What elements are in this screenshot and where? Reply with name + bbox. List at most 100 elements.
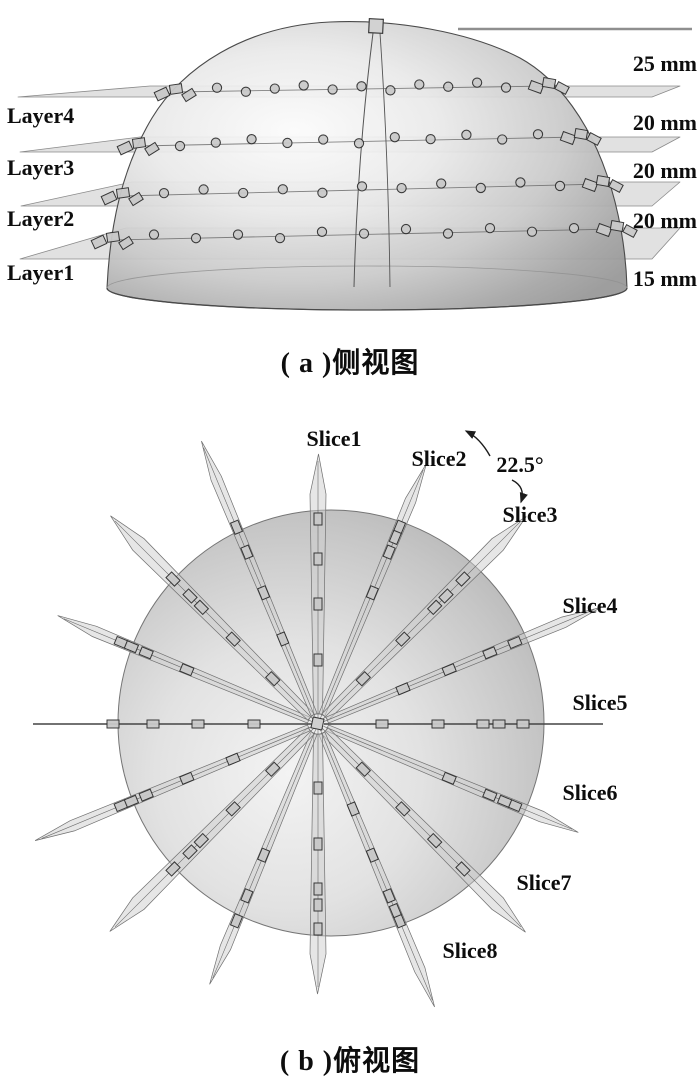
distance-label-20mm-c: 20 mm — [633, 208, 697, 233]
slice-midline — [322, 520, 522, 720]
sensor-cylinder — [158, 187, 170, 199]
slice-label-7: Slice7 — [517, 870, 572, 895]
angle-arrow-to-slice3 — [511, 479, 528, 504]
sensor-cylinder — [385, 85, 396, 96]
sensor-box — [257, 585, 271, 601]
sensor-cylinder — [532, 129, 544, 140]
sensor-box — [313, 898, 323, 912]
sensor-box — [441, 771, 457, 785]
sensor-box — [382, 544, 396, 560]
slice-label-1: Slice1 — [307, 426, 362, 451]
slice-label-5: Slice5 — [573, 690, 628, 715]
sensor-cylinder — [568, 222, 580, 234]
sensor-cylinder — [153, 86, 171, 102]
sensor-cylinder — [198, 184, 209, 195]
sensor-cylinder — [622, 223, 638, 239]
sensor-cylinder — [246, 134, 257, 145]
sensor-cylinder — [277, 184, 288, 195]
distance-label-25mm: 25 mm — [633, 51, 697, 76]
sensor-box — [229, 913, 244, 929]
sensor-cylinder — [541, 76, 557, 90]
sensor-box — [225, 801, 241, 817]
slice-blade — [34, 724, 311, 841]
sensor-box — [165, 861, 181, 877]
sensor-box — [191, 719, 205, 729]
sensor-cylinder — [497, 134, 508, 145]
slice-label-2: Slice2 — [412, 446, 467, 471]
sensor-cylinder — [282, 137, 293, 149]
dome-base-front-rim — [106, 287, 628, 311]
angle-arrow-to-slice2 — [464, 430, 491, 457]
sensor-box — [182, 588, 198, 604]
sensor-box — [193, 832, 210, 849]
sensor-box — [365, 585, 379, 601]
sensor-box — [355, 670, 372, 687]
sensor-box — [165, 571, 181, 587]
slice-label-8: Slice8 — [443, 938, 498, 963]
slice-blade — [318, 731, 435, 1008]
sensor-box — [516, 719, 530, 729]
slice-blade — [201, 440, 318, 717]
sensor-box — [276, 631, 290, 647]
sensor-cylinder — [595, 222, 613, 238]
sensor-cylinder — [105, 231, 121, 243]
slice-midline — [323, 609, 595, 722]
sensor-box — [346, 801, 360, 817]
sensor-cylinder — [181, 87, 197, 103]
sensor-box — [225, 631, 241, 647]
sensor-box — [382, 888, 396, 904]
sensor-cylinder — [238, 187, 249, 199]
sensor-box — [313, 922, 323, 936]
layer-label-1: Layer1 — [7, 260, 74, 285]
sensor-cylinder — [586, 131, 602, 147]
sensor-box — [257, 847, 271, 863]
sensor-box — [313, 653, 323, 667]
sensor-cylinder — [471, 77, 483, 88]
sensor-cylinder — [353, 138, 365, 149]
sensor-cylinder — [554, 80, 570, 96]
sensor-cylinder — [211, 82, 223, 93]
slice-midline — [114, 520, 314, 720]
sensor-box — [388, 529, 402, 546]
sensor-box — [146, 719, 160, 729]
sensor-box — [482, 788, 498, 802]
sensor-box — [496, 794, 513, 808]
sensor-cylinder — [232, 229, 244, 240]
sensor-cylinder — [174, 140, 186, 152]
sensor-box — [240, 888, 254, 904]
slice-midline — [322, 728, 522, 928]
slice-midline — [320, 729, 433, 1001]
sensor-box — [313, 512, 323, 526]
sensor-cylinder — [190, 233, 202, 244]
sensor-box — [247, 719, 261, 729]
sensor-cylinder — [116, 140, 134, 156]
sensor-cylinder — [356, 81, 367, 92]
caption-side-view: ( a )侧视图 — [280, 348, 420, 379]
meridian-line-left — [353, 32, 374, 288]
sensor-cylinder — [144, 141, 160, 157]
sensor-box — [193, 599, 210, 616]
sensor-box — [388, 902, 402, 919]
sensor-cylinder — [500, 82, 512, 93]
sensor-cylinder — [396, 182, 407, 194]
sensor-box — [455, 861, 471, 877]
sensor-cylinder — [131, 137, 147, 149]
sensor-cylinder — [554, 180, 566, 192]
sensor-cylinder — [298, 80, 309, 91]
sensor-cylinder — [358, 228, 370, 239]
sensor-cylinder — [595, 174, 611, 188]
sensor-cylinder — [168, 83, 184, 95]
sensor-box — [313, 837, 323, 851]
sensor-cylinder — [515, 177, 526, 188]
sensor-cylinder — [475, 182, 486, 194]
sensor-cylinder — [608, 178, 624, 194]
slice-label-6: Slice6 — [563, 780, 618, 805]
slice-blade — [325, 607, 602, 724]
sensor-cylinder — [240, 86, 252, 97]
sensor-cylinder — [327, 84, 338, 95]
layer-label-3: Layer3 — [7, 155, 74, 180]
sensor-cylinder — [317, 187, 328, 198]
slice-label-4: Slice4 — [563, 593, 618, 618]
apex-marker — [368, 18, 384, 34]
